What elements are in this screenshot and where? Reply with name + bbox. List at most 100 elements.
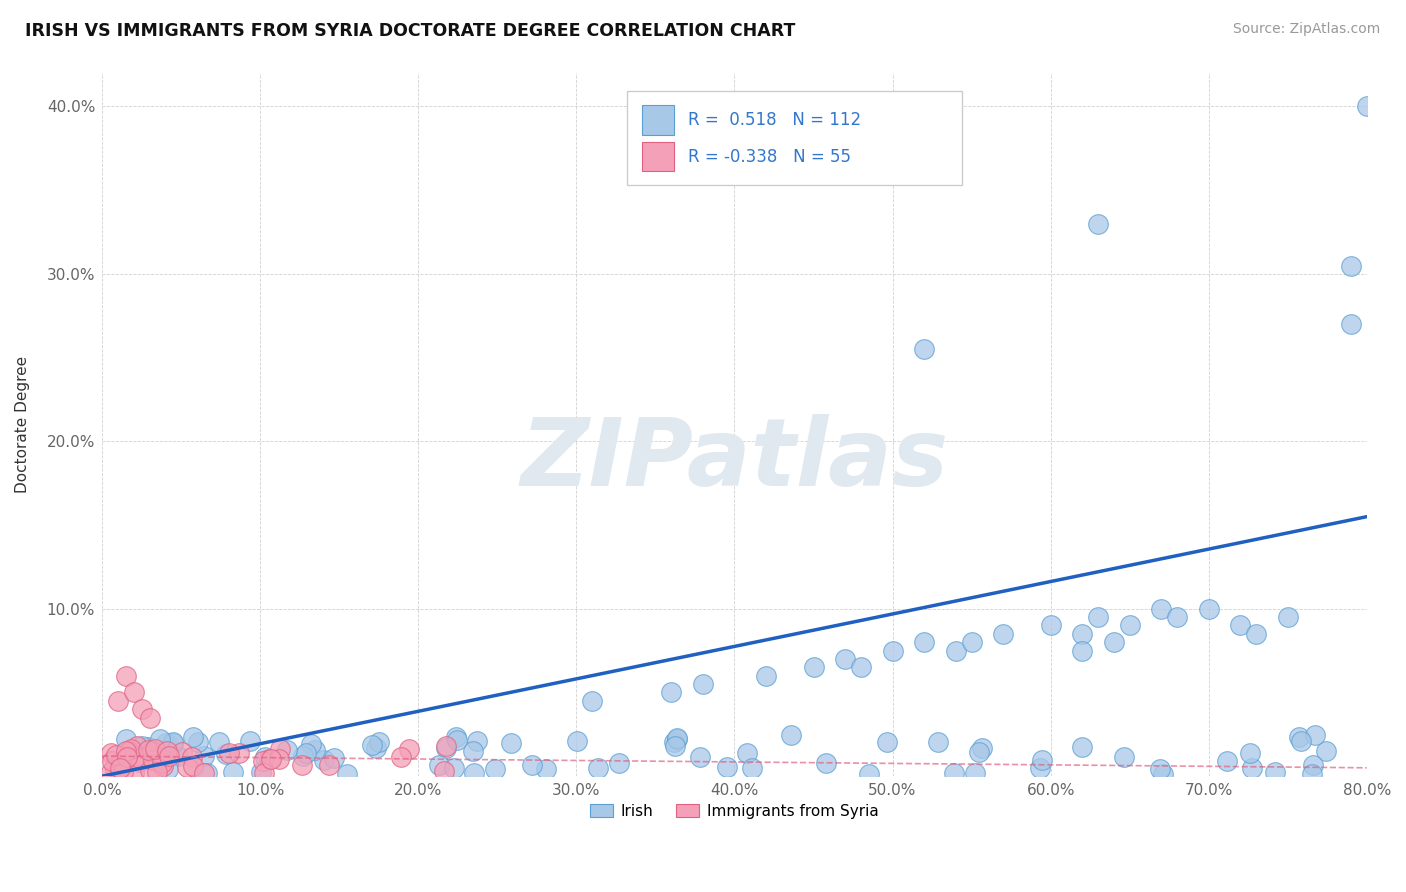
Point <box>943 765 966 780</box>
Point <box>389 750 412 764</box>
Point <box>181 749 204 764</box>
Point <box>127 749 149 764</box>
Point <box>115 751 138 765</box>
Point <box>142 753 165 767</box>
Point <box>181 758 204 772</box>
Point <box>432 764 454 779</box>
Point <box>157 749 180 764</box>
Point <box>834 652 856 666</box>
Point <box>960 635 983 649</box>
Point <box>501 736 523 750</box>
Point <box>1102 635 1125 649</box>
Point <box>735 746 758 760</box>
Point <box>1031 753 1053 767</box>
Point <box>912 343 935 357</box>
Point <box>260 751 283 765</box>
Point <box>114 750 136 764</box>
Point <box>465 734 488 748</box>
Point <box>304 743 326 757</box>
Point <box>187 735 209 749</box>
FancyBboxPatch shape <box>627 91 962 186</box>
Point <box>239 734 262 748</box>
Point <box>665 732 688 747</box>
Point <box>586 761 609 775</box>
Point <box>534 762 557 776</box>
Point <box>195 765 218 780</box>
Point <box>172 745 194 759</box>
Point <box>112 764 135 779</box>
Point <box>361 738 384 752</box>
Point <box>692 677 714 691</box>
Point <box>659 685 682 699</box>
Point <box>858 767 880 781</box>
Point <box>965 766 987 780</box>
FancyBboxPatch shape <box>643 105 673 135</box>
Point <box>162 736 184 750</box>
Point <box>193 765 215 780</box>
Point <box>143 742 166 756</box>
Point <box>124 766 146 780</box>
Point <box>1301 767 1323 781</box>
Point <box>152 759 174 773</box>
Point <box>181 730 204 744</box>
Point <box>1150 601 1173 615</box>
Point <box>110 755 132 769</box>
Point <box>1264 764 1286 779</box>
Point <box>291 748 314 763</box>
Point <box>1289 734 1312 748</box>
Text: R = -0.338   N = 55: R = -0.338 N = 55 <box>688 148 851 166</box>
Point <box>1303 728 1326 742</box>
Point <box>443 761 465 775</box>
Point <box>221 764 243 779</box>
Text: ZIPatlas: ZIPatlas <box>520 414 949 506</box>
Point <box>291 758 314 772</box>
Point <box>1215 754 1237 768</box>
Point <box>1302 757 1324 772</box>
Point <box>193 749 215 764</box>
Point <box>253 750 276 764</box>
Point <box>156 762 179 776</box>
Point <box>207 735 229 749</box>
Text: IRISH VS IMMIGRANTS FROM SYRIA DOCTORATE DEGREE CORRELATION CHART: IRISH VS IMMIGRANTS FROM SYRIA DOCTORATE… <box>25 22 796 40</box>
Point <box>295 746 318 760</box>
Point <box>1198 601 1220 615</box>
Point <box>666 731 689 745</box>
Point <box>253 766 276 780</box>
Point <box>155 744 177 758</box>
Point <box>1340 259 1362 273</box>
Text: Source: ZipAtlas.com: Source: ZipAtlas.com <box>1233 22 1381 37</box>
Point <box>149 732 172 747</box>
Point <box>1277 610 1299 624</box>
Point <box>252 755 274 769</box>
Point <box>755 669 778 683</box>
Point <box>461 744 484 758</box>
Point <box>815 756 838 771</box>
Y-axis label: Doctorate Degree: Doctorate Degree <box>15 356 30 493</box>
Point <box>1029 761 1052 775</box>
Point <box>741 761 763 775</box>
Point <box>136 743 159 757</box>
Point <box>1087 217 1109 231</box>
Point <box>228 746 250 760</box>
Point <box>269 751 291 765</box>
Point <box>444 730 467 744</box>
Point <box>1288 730 1310 744</box>
Point <box>141 744 163 758</box>
Point <box>120 742 142 756</box>
Point <box>876 735 898 749</box>
Text: R =  0.518   N = 112: R = 0.518 N = 112 <box>688 112 860 129</box>
Point <box>166 749 188 764</box>
Point <box>162 735 184 749</box>
Point <box>1229 618 1251 632</box>
Point <box>522 758 544 772</box>
Point <box>146 764 169 779</box>
Point <box>364 741 387 756</box>
Point <box>927 735 949 749</box>
Point <box>945 643 967 657</box>
FancyBboxPatch shape <box>643 142 673 171</box>
Point <box>299 737 322 751</box>
Point <box>1039 618 1062 632</box>
Point <box>607 756 630 771</box>
Point <box>716 759 738 773</box>
Point <box>131 702 153 716</box>
